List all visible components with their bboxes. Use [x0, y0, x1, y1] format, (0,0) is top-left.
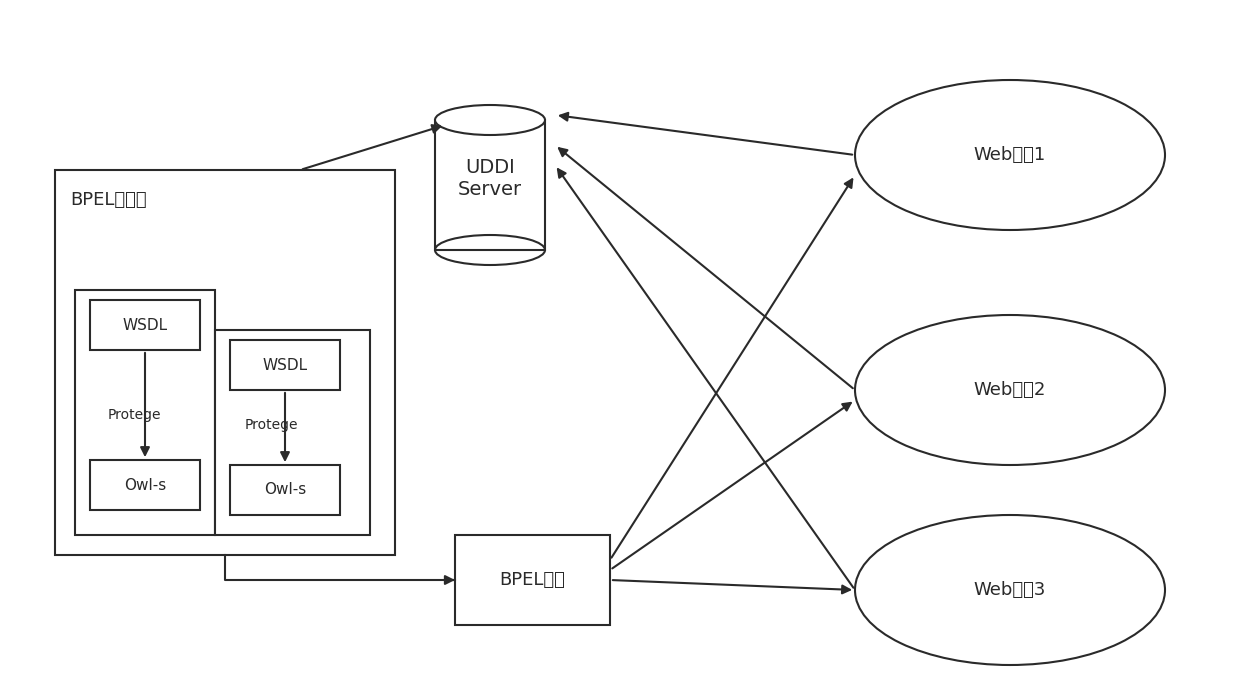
Bar [215, 330, 370, 535]
Text: UDDI
Server: UDDI Server [458, 158, 522, 199]
Text: BPEL引擎: BPEL引擎 [500, 571, 565, 589]
Text: Web服务1: Web服务1 [973, 146, 1047, 164]
Text: Web服务3: Web服务3 [973, 581, 1047, 599]
Text: Web服务2: Web服务2 [973, 381, 1047, 399]
Bar [455, 535, 610, 625]
Text: Owl-s: Owl-s [124, 477, 166, 493]
Text: Owl-s: Owl-s [264, 483, 306, 497]
Bar [229, 465, 340, 515]
Bar [91, 460, 200, 510]
Bar [229, 340, 340, 390]
Bar [55, 170, 396, 555]
Text: BPEL设计器: BPEL设计器 [69, 191, 146, 209]
Ellipse shape [856, 515, 1166, 665]
Bar [435, 120, 546, 250]
Ellipse shape [856, 315, 1166, 465]
Bar [74, 290, 215, 535]
Ellipse shape [435, 105, 546, 135]
Text: Protege: Protege [108, 408, 161, 422]
Text: WSDL: WSDL [263, 357, 308, 373]
Ellipse shape [856, 80, 1166, 230]
Text: WSDL: WSDL [123, 317, 167, 332]
Bar [91, 300, 200, 350]
Text: Protege: Protege [246, 418, 299, 432]
